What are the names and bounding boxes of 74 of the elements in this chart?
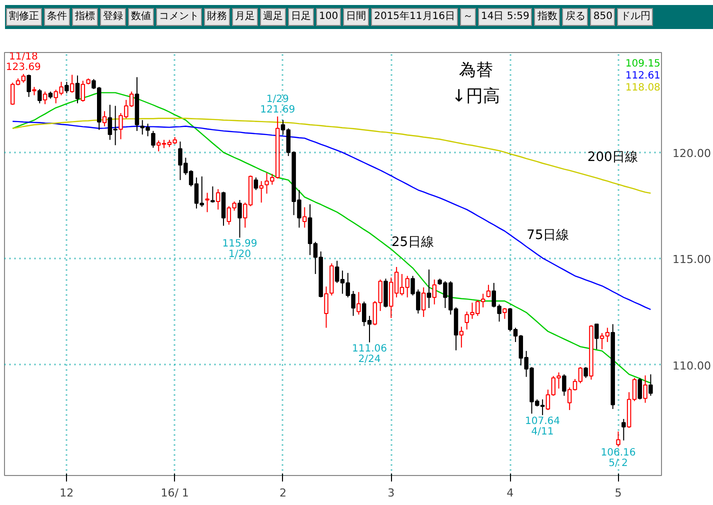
annotation: 1/29 121.69: [260, 94, 296, 116]
candlestick: [302, 206, 307, 228]
x-tick-label: 12: [60, 486, 74, 500]
text: 割修正: [6, 8, 42, 26]
x-tick-label: 5: [614, 486, 622, 500]
candlestick: [102, 110, 107, 127]
text: ドル円: [617, 8, 654, 26]
text: 為替: [458, 60, 493, 80]
x-tick-label: 3: [388, 486, 395, 500]
text: 登録: [100, 8, 126, 26]
candlestick: [421, 286, 426, 318]
candlestick: [643, 374, 648, 404]
candlestick: [259, 180, 264, 204]
y-tick-label: 120.00: [672, 146, 711, 160]
candlestick: [638, 377, 642, 400]
annotation: 118.08: [625, 82, 660, 94]
candlestick: [432, 279, 437, 305]
series-label: 200日線: [587, 150, 638, 165]
text: 月足: [232, 8, 258, 26]
annotation: 107.64 4/11: [525, 416, 560, 438]
candlestick: [459, 326, 464, 348]
text: 日間: [343, 8, 370, 26]
text: 100: [316, 8, 342, 26]
text: 2015年11月16日: [371, 8, 458, 26]
text: コメント: [156, 8, 202, 26]
y-tick-label: 110.00: [672, 359, 711, 372]
candlestick: [486, 284, 491, 298]
series-label: 75日線: [526, 228, 570, 244]
text: 数値: [128, 8, 154, 26]
text: ↓円高: [452, 86, 500, 106]
text: 条件: [44, 8, 70, 26]
annotation: 112.61: [625, 70, 660, 82]
candlestick: [42, 91, 48, 105]
annotation: 111.06 2/24: [352, 343, 388, 365]
series-label: 25日線: [391, 235, 434, 250]
annotation: 11/18 123.69: [6, 52, 41, 73]
candlestick: [210, 186, 215, 204]
text: 14日 5:59: [478, 8, 532, 26]
text: 指標: [72, 8, 98, 26]
text: ～: [460, 8, 476, 26]
text: 850: [590, 8, 616, 26]
candlestick: [205, 192, 210, 213]
candlestick: [75, 74, 80, 104]
annotation: 115.99 1/20: [222, 238, 258, 260]
candlestick: [38, 88, 42, 104]
candlestick: [562, 374, 566, 396]
text: 指数: [534, 8, 560, 26]
x-tick-label: 16/ 1: [160, 486, 189, 500]
candlestick: [151, 130, 156, 148]
text: 戻る: [562, 8, 588, 26]
candlestick: [238, 200, 242, 238]
candlestick: [70, 74, 74, 94]
candlestick: [426, 269, 432, 308]
y-tick-label: 115.00: [672, 253, 711, 266]
candlestick: [254, 176, 258, 191]
candlestick: [622, 418, 626, 441]
candlestick: [616, 431, 620, 448]
x-tick-label: 4: [506, 486, 514, 500]
candlestick: [584, 366, 588, 378]
text: 週足: [260, 8, 286, 26]
candlestick: [80, 80, 86, 102]
candlestick: [324, 286, 328, 328]
annotation: 109.15: [625, 58, 660, 70]
text: 日足: [288, 8, 314, 26]
candlestick: [356, 292, 361, 316]
text: 財務: [204, 8, 230, 26]
candlestick: [502, 308, 507, 320]
annotation: 106.16 5/ 2: [600, 448, 636, 470]
x-tick-label: 2: [279, 486, 286, 500]
candlestick: [648, 374, 653, 396]
candlestick: [64, 81, 69, 94]
candlestick: [26, 74, 31, 98]
candlestick: [594, 324, 599, 350]
candlestick: [216, 188, 220, 210]
